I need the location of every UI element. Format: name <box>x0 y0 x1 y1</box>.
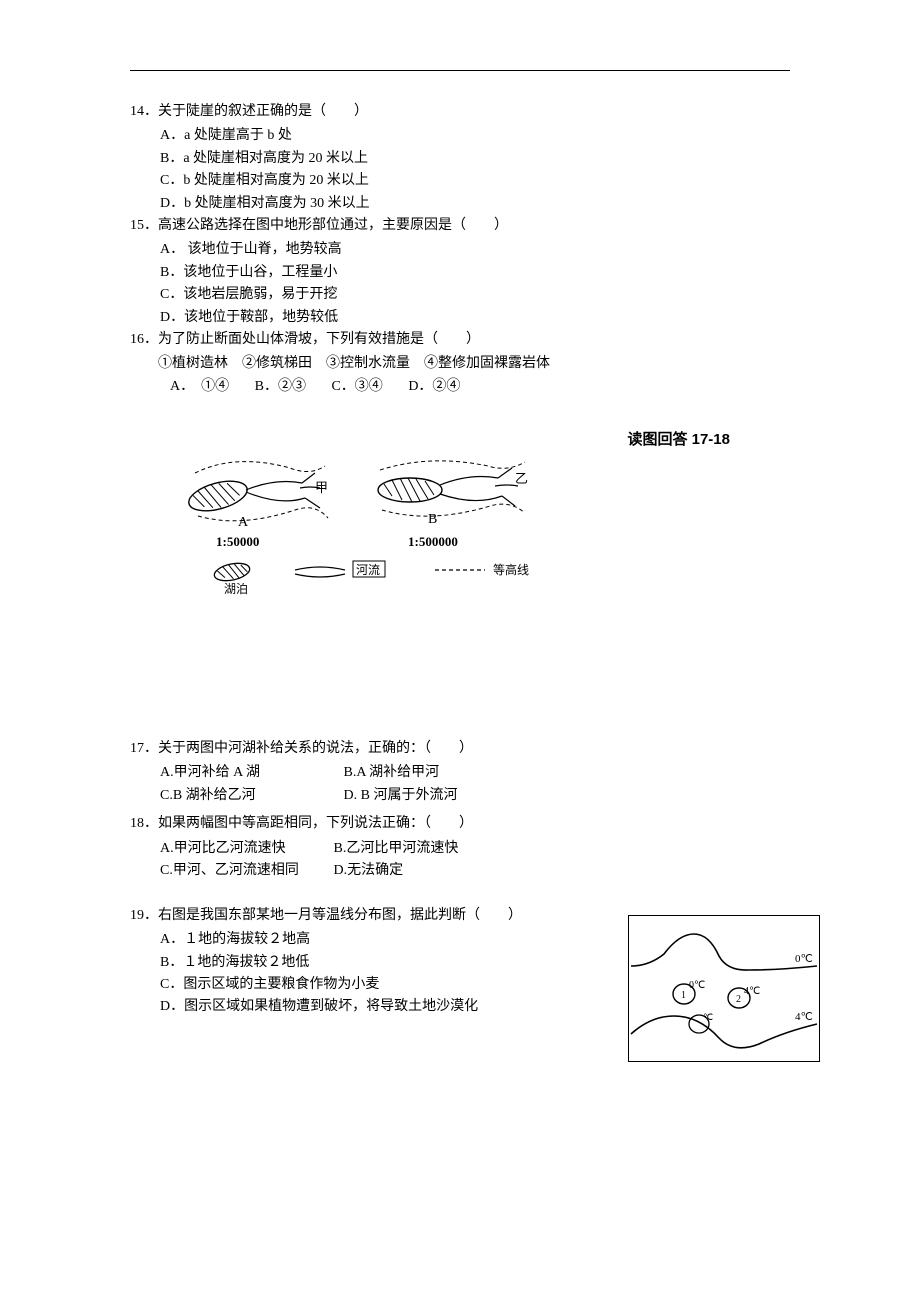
label-yi: 乙 <box>515 471 528 486</box>
label-0c-right: 0℃ <box>795 953 813 965</box>
q15-opt-a: A． 该地位于山脊，地势较高 <box>160 239 790 261</box>
isotherm-0c <box>631 934 817 970</box>
figure-17-18: 读图回答 17-18 <box>130 428 790 608</box>
label-4c-right: 4℃ <box>795 1011 813 1023</box>
legend-svg: 湖泊 河流 等高线 <box>210 558 550 598</box>
label-B: B <box>428 512 437 527</box>
q15-opt-c: C．该地岩层脆弱，易于开挖 <box>160 284 790 306</box>
q14-opt-d: D．b 处陡崖相对高度为 30 米以上 <box>160 193 790 215</box>
label-A: A <box>238 515 249 530</box>
river-lake-diagram: 甲 A 1:50000 <box>180 448 560 548</box>
top-rule <box>130 70 790 71</box>
isotherm-4c <box>631 1016 817 1048</box>
label-jia: 甲 <box>315 480 328 495</box>
q19-opt-a: A．１地的海拔较２地高 <box>160 929 570 951</box>
q19-stem: 19．右图是我国东部某地一月等温线分布图，据此判断（ ） <box>130 905 570 927</box>
figure-caption: 读图回答 17-18 <box>627 428 730 452</box>
q16-stem: 16．为了防止断面处山体滑坡，下列有效措施是（ ） <box>130 329 790 351</box>
q17-opt-b: B.A 湖补给甲河 <box>344 765 440 780</box>
q18-opt-c: C.甲河、乙河流速相同 <box>160 860 330 882</box>
q18-opt-b: B.乙河比甲河流速快 <box>334 841 459 856</box>
label-point1: 1 <box>681 990 686 1001</box>
q18-opt-a: A.甲河比乙河流速快 <box>160 838 330 860</box>
q14-stem: 14．关于陡崖的叙述正确的是（ ） <box>130 101 790 123</box>
legend-river-label: 河流 <box>356 563 380 577</box>
legend-lake-label: 湖泊 <box>224 581 248 596</box>
q19-opt-c: C．图示区域的主要粮食作物为小麦 <box>160 974 570 996</box>
q17-stem: 17．关于两图中河湖补给关系的说法，正确的：（ ） <box>130 738 790 760</box>
lake-b <box>378 461 525 516</box>
q15-stem: 15．高速公路选择在图中地形部位通过，主要原因是（ ） <box>130 215 790 237</box>
q15-opt-b: B．该地位于山谷，工程量小 <box>160 262 790 284</box>
q19-opt-d: D．图示区域如果植物遭到破坏，将导致土地沙漠化 <box>160 996 570 1018</box>
legend-area: 湖泊 河流 等高线 <box>210 558 550 606</box>
q17-opt-c: C.B 湖补给乙河 <box>160 785 340 807</box>
q16-opt-a: A． ①④ <box>170 379 229 394</box>
q18-stem: 18．如果两幅图中等高距相同，下列说法正确：（ ） <box>130 813 790 835</box>
lake-a <box>186 462 328 521</box>
scale-A: 1:50000 <box>216 534 259 548</box>
q16-opt-d: D．②④ <box>408 379 460 394</box>
legend-river-icon <box>295 567 345 577</box>
q17-opt-d: D. B 河属于外流河 <box>344 788 458 803</box>
scale-B: 1:500000 <box>408 534 458 548</box>
label-0c-circ: 0℃ <box>689 980 705 991</box>
q14-opt-c: C．b 处陡崖相对高度为 20 米以上 <box>160 170 790 192</box>
isotherm-map: 0℃ 0℃ 1 4℃ 2 ℃ 4℃ <box>628 915 820 1062</box>
q18-opt-d: D.无法确定 <box>334 863 404 878</box>
q17-opt-a: A.甲河补给 A 湖 <box>160 762 340 784</box>
q14-opt-b: B．a 处陡崖相对高度为 20 米以上 <box>160 148 790 170</box>
label-4c-circ: 4℃ <box>744 986 760 997</box>
q14-opt-a: A．a 处陡崖高于 b 处 <box>160 125 790 147</box>
legend-contour-label: 等高线 <box>493 562 529 577</box>
diagram-area: 甲 A 1:50000 <box>180 448 560 556</box>
svg-text:℃: ℃ <box>703 1012 713 1022</box>
q19-opt-b: B．１地的海拔较２地低 <box>160 952 570 974</box>
q16-sub: ①植树造林 ②修筑梯田 ③控制水流量 ④整修加固裸露岩体 <box>130 353 790 375</box>
q16-opt-c: C．③④ <box>331 379 382 394</box>
isotherm-svg: 0℃ 0℃ 1 4℃ 2 ℃ 4℃ <box>629 916 819 1061</box>
legend-lake-icon <box>213 561 252 584</box>
q15-opt-d: D．该地位于鞍部，地势较低 <box>160 307 790 329</box>
label-point2: 2 <box>736 994 741 1005</box>
q16-opt-b: B．②③ <box>255 379 306 394</box>
